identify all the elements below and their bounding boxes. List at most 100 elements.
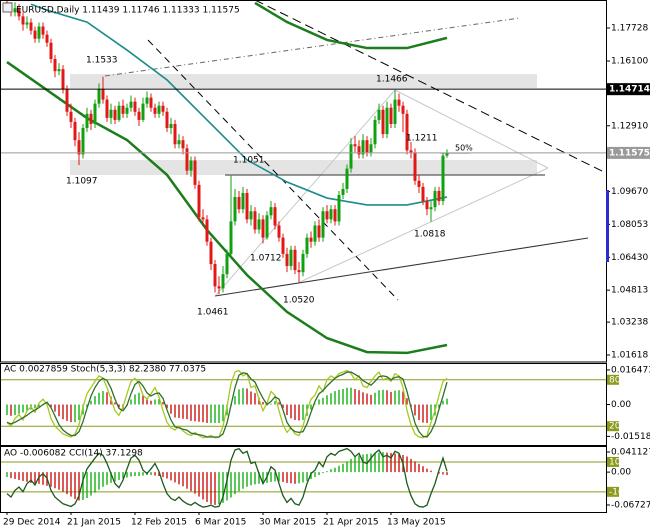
pitchfork-line	[299, 167, 549, 283]
candle-body	[181, 140, 185, 149]
pane-border	[0, 363, 607, 446]
y2-tick-label: 100	[609, 457, 626, 467]
candle-body	[197, 184, 201, 218]
candle-body	[225, 253, 229, 275]
candle-body	[21, 16, 25, 25]
frame: EURUSD,Daily 1.11439 1.11746 1.11333 1.1…	[0, 0, 609, 513]
candle-body	[65, 89, 69, 112]
candle-body	[333, 209, 337, 222]
candle-body	[25, 22, 29, 25]
candle-body	[193, 160, 197, 185]
candle-body	[149, 97, 153, 108]
candle-body	[313, 225, 317, 242]
y-tick-label: 1.04813	[611, 286, 648, 296]
trend-line	[214, 237, 589, 297]
candle-body	[161, 105, 165, 112]
pane-title: AO -0.006082 CCI(14) 37.1298	[4, 449, 143, 459]
y-tick-label: 1.08053	[611, 220, 648, 230]
candle-body	[213, 264, 217, 287]
level-label-box	[607, 421, 619, 432]
candle-body	[105, 99, 109, 118]
candle-body	[17, 8, 21, 17]
candle-body	[409, 150, 413, 153]
candle-body	[157, 105, 161, 114]
candle-body	[341, 188, 345, 196]
moving-average	[30, 3, 448, 206]
x-tick-label: 6 Mar 2015	[195, 518, 246, 528]
candle-body	[117, 105, 121, 120]
price-annotation: 50%	[455, 144, 473, 153]
y-tick-label: 1.16100	[611, 57, 648, 67]
candle-body	[229, 221, 233, 254]
candle-body	[37, 26, 41, 39]
y-tick-label: 1.03238	[611, 318, 648, 328]
y2-tick-label: -100	[609, 487, 630, 497]
y2-tick-label: 80	[609, 375, 621, 385]
candle-body	[13, 8, 17, 13]
pitchfork-line	[394, 89, 549, 169]
candle-body	[321, 211, 325, 238]
candle-body	[369, 144, 373, 153]
candle-body	[293, 249, 297, 271]
pane-title: AC 0.0027859 Stoch(5,3,3) 82.2380 77.037…	[4, 365, 206, 375]
candle-body	[257, 219, 261, 230]
price-annotation: 1.0712	[250, 254, 282, 264]
candle-body	[101, 89, 105, 100]
x-tick-label: 29 Dec 2014	[3, 518, 61, 528]
candle-body	[297, 270, 301, 273]
candle-body	[133, 101, 137, 112]
candle-body	[273, 207, 277, 226]
candle-body	[265, 215, 269, 238]
candle-body	[249, 211, 253, 220]
candle-body	[49, 42, 53, 60]
candle-body	[421, 186, 425, 202]
candle-body	[177, 140, 181, 145]
price-label-box	[606, 146, 650, 159]
candle-body	[337, 195, 341, 222]
candle-body	[401, 105, 405, 114]
candle-body	[125, 107, 129, 114]
candle-body	[397, 99, 401, 106]
chart-icon	[2, 2, 13, 13]
zone	[70, 160, 537, 175]
trend-line	[104, 17, 521, 77]
candle-body	[81, 128, 85, 155]
candle-body	[417, 180, 421, 187]
price-annotation: 1.1097	[66, 177, 98, 187]
candle-body	[77, 140, 81, 155]
moving-average	[254, 1, 448, 50]
candle-body	[29, 22, 33, 31]
candle-body	[413, 152, 417, 181]
candle-body	[281, 237, 285, 254]
price-annotation: 1.0520	[283, 296, 315, 306]
candle-body	[173, 123, 177, 145]
price-label-box	[606, 83, 650, 96]
y-tick-label: 0.041127	[611, 448, 650, 458]
candle-body	[145, 97, 149, 104]
candle-body	[169, 123, 173, 129]
candle-body	[245, 192, 249, 220]
x-tick-label: 12 Feb 2015	[131, 518, 187, 528]
y-tick-label: 0.00	[611, 400, 631, 410]
y-tick-label: 1.06430	[611, 253, 648, 263]
candle-body	[305, 237, 309, 254]
candle-body	[233, 197, 237, 222]
candle-body	[261, 219, 265, 238]
candle-body	[301, 253, 305, 273]
candle-body	[221, 274, 225, 289]
x-tick-label: 21 Apr 2015	[323, 518, 379, 528]
level-label-box	[607, 374, 619, 385]
candle-body	[97, 89, 101, 104]
candle-body	[377, 109, 381, 120]
indicator-line	[6, 369, 448, 439]
x-tick-label: 21 Jan 2015	[67, 518, 121, 528]
candle-body	[33, 30, 37, 39]
price-label: 1.14714	[609, 85, 650, 95]
candle-body	[325, 211, 329, 220]
candle-body	[353, 144, 357, 147]
candle-body	[189, 160, 193, 171]
candle-body	[385, 107, 389, 135]
